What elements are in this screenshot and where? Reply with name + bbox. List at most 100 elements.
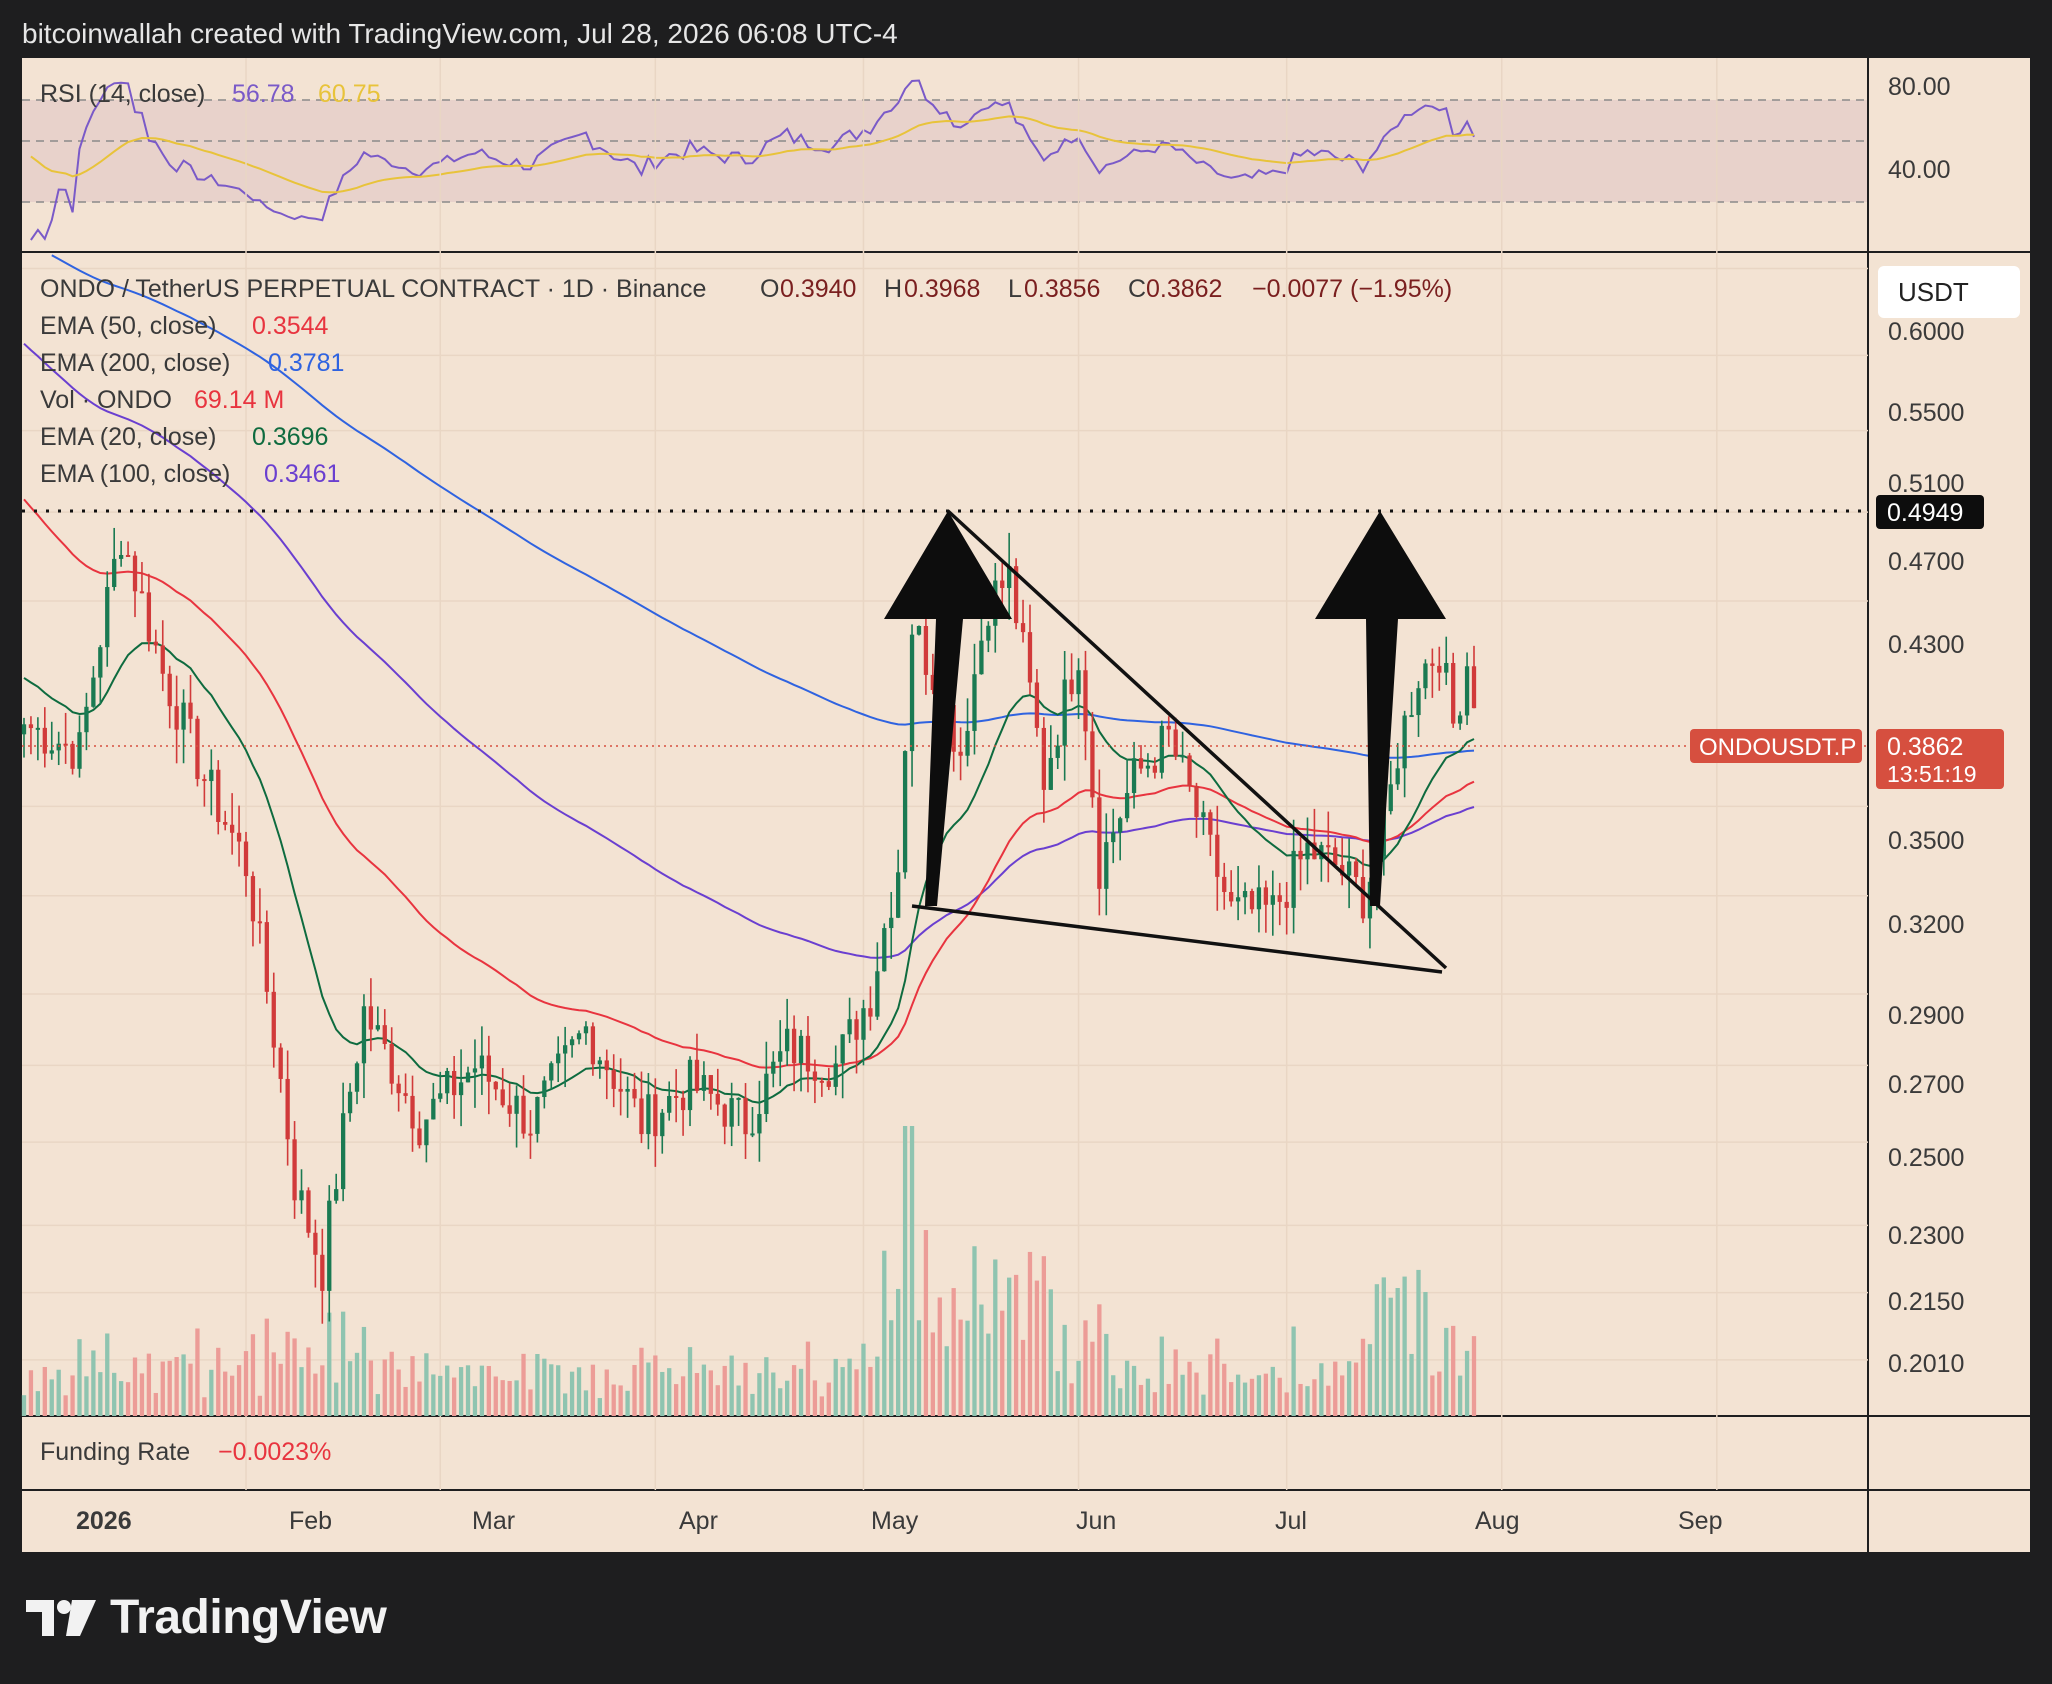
candle-body [77,732,82,769]
candle-body [472,1068,478,1073]
candle-body [930,674,936,690]
volume-bar [410,1356,415,1416]
volume-bar [493,1376,498,1416]
price-axis-tick: 0.2700 [1888,1071,1964,1099]
ohlc-low-label: L [1008,275,1022,303]
indicator-value: 0.3544 [252,312,329,340]
candle-body [535,1097,540,1134]
volume-bar [736,1385,741,1416]
volume-bar [438,1375,443,1416]
indicator-label[interactable]: EMA (20, close) [40,423,216,451]
symbol-legend[interactable]: ONDO / TetherUS PERPETUAL CONTRACT · 1D … [40,275,1452,303]
candle-body [195,718,200,780]
volume-bar [1249,1378,1255,1416]
candle-body [514,1095,519,1114]
volume-bar [1090,1341,1095,1416]
volume-bar [778,1388,783,1416]
volume-bar [278,1363,283,1416]
rsi-line [30,79,1475,241]
candle-body [1395,768,1400,785]
indicator-label[interactable]: Vol · ONDO [40,386,172,414]
volume-bar [1180,1374,1185,1416]
volume-bar [472,1386,478,1416]
time-axis[interactable]: 2026 Feb Mar Apr May Jun Jul Aug Sep [76,1507,1722,1535]
volume-bar [535,1354,540,1416]
volume-bar [1360,1338,1366,1416]
descending-trendline[interactable] [946,509,1448,970]
candle-body [271,991,276,1048]
candle-body [1291,850,1296,908]
ema-100-line [23,342,1475,959]
current-price-value: 0.3862 [1887,733,1963,761]
funding-legend[interactable]: Funding Rate −0.0023% [40,1438,331,1466]
candle-body [902,751,908,873]
candle-body [708,1075,713,1094]
candle-body [507,1105,512,1114]
currency-label[interactable]: USDT [1898,277,1969,307]
volume-bar [334,1382,339,1416]
time-axis-label: Jun [1076,1507,1116,1535]
indicator-label[interactable]: EMA (200, close) [40,349,230,377]
candle-body [396,1083,401,1094]
volume-bar [1055,1371,1060,1416]
brand-name: TradingView [110,1591,387,1644]
time-axis-label: Aug [1475,1507,1519,1535]
volume-bar [514,1380,519,1416]
candle-body [951,705,956,752]
candle-body [819,1080,824,1083]
rsi-legend: RSI (14, close) 56.78 60.75 [40,80,381,108]
candle-body [112,558,117,588]
candle-body [91,677,96,707]
volume-bar [320,1365,325,1416]
candle-body [597,1060,602,1065]
volume-bar [583,1390,589,1416]
indicator-legend[interactable]: EMA (50, close) 0.3544 EMA (200, close) … [40,312,344,488]
volume-bar [889,1320,894,1416]
volume-bar [1374,1284,1380,1416]
volume-bar [979,1304,984,1416]
arrow-up-icon[interactable] [884,511,1012,906]
candle-body [646,1094,651,1135]
volume-bar [576,1367,582,1416]
volume-bar [1173,1349,1178,1416]
chart-frame [22,58,2030,1552]
candle-body [1464,666,1470,716]
rsi-band [22,100,1868,202]
rsi-axis-tick: 40.00 [1888,156,1951,184]
candle-body [118,554,124,559]
volume-bar [875,1356,880,1416]
candle-body [805,1035,811,1072]
volume-bar [1388,1297,1393,1416]
volume-bar [1076,1360,1081,1416]
volume-bar [854,1369,859,1416]
price-axis-tick: 0.3200 [1888,911,1964,939]
candle-body [354,1063,360,1092]
candle-body [174,706,179,730]
candle-body [1457,715,1463,724]
ema-50-line [23,498,1475,1069]
volume-bar [1013,1274,1019,1416]
volume-bar [1166,1383,1171,1416]
volume-bar [1187,1361,1192,1416]
volume-bar [674,1384,679,1416]
candle-body [715,1093,720,1105]
indicator-label[interactable]: EMA (50, close) [40,312,216,340]
volume-bar [986,1333,991,1416]
candle-body [611,1070,616,1089]
volume-bar [1284,1392,1289,1416]
volume-bar [209,1369,214,1416]
indicator-label[interactable]: EMA (100, close) [40,460,230,488]
volume-bar [667,1368,672,1416]
time-axis-label: Mar [472,1507,515,1535]
volume-bar [264,1318,269,1416]
currency-button[interactable]: USDT [1878,266,2020,318]
price-axis[interactable]: 80.00 40.00 0.6000 0.5500 0.5100 0.4700 … [1888,73,1964,1378]
candle-body [243,841,249,877]
symbol-title[interactable]: ONDO / TetherUS PERPETUAL CONTRACT · 1D … [40,275,706,303]
funding-label[interactable]: Funding Rate [40,1438,190,1466]
brand-footer[interactable]: TradingView [26,1590,387,1645]
arrow-up-icon[interactable] [1315,511,1446,906]
support-trendline[interactable] [911,904,1443,974]
volume-bar [521,1353,526,1416]
